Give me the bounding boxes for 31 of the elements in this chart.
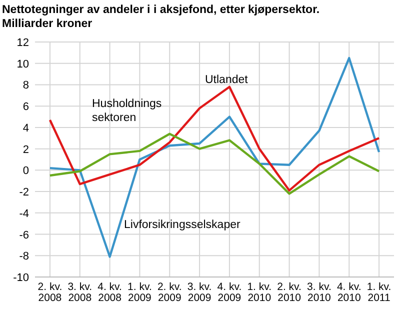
x-tick-label: 2. kv. 2009 xyxy=(157,281,182,304)
x-tick-label: 3. kv. 2008 xyxy=(68,281,92,304)
x-tick-label: 1. kv. 2009 xyxy=(128,281,152,304)
y-tick-label: -8 xyxy=(19,250,29,263)
x-tick-label: 3. kv. 2009 xyxy=(187,281,212,304)
line-series xyxy=(48,132,380,195)
x-tick-label: 1. kv. 2010 xyxy=(247,281,272,304)
y-tick-label: 10 xyxy=(16,58,29,70)
y-tick-label: 2 xyxy=(22,144,29,156)
line-series xyxy=(48,86,380,192)
x-tick-label: 4. kv. 2009 xyxy=(217,281,242,304)
x-tick-label: 4. kv. 2008 xyxy=(98,281,122,304)
y-tick-label: 12 xyxy=(16,37,29,49)
x-tick-label: 3. kv. 2010 xyxy=(307,281,332,304)
y-tick-label: 6 xyxy=(22,101,29,114)
series-label: Husholdnings sektoren xyxy=(92,98,162,124)
series-label: Utlandet xyxy=(205,74,249,86)
y-tick-label: 4 xyxy=(22,122,29,134)
y-tick-label: -6 xyxy=(19,229,29,242)
chart-title: Nettotegninger av andeler i i aksjefond, etter kjøpersektor. Milliarder kroner xyxy=(2,4,320,30)
y-tick-label: 0 xyxy=(22,165,29,178)
y-tick-label: -10 xyxy=(13,272,29,284)
line-series xyxy=(48,56,380,258)
x-tick-label: 2. kv. 2008 xyxy=(38,281,62,304)
y-tick-label: 8 xyxy=(22,80,29,92)
x-tick-label: 4. kv. 2010 xyxy=(336,281,362,304)
series-label: Livforsikringsselskaper xyxy=(124,219,240,231)
y-tick-label: -2 xyxy=(19,186,29,199)
x-tick-label: 2. kv. 2010 xyxy=(277,281,302,304)
y-tick-label: -4 xyxy=(19,208,29,220)
x-tick-label: 1. kv. 2011 xyxy=(366,281,392,304)
